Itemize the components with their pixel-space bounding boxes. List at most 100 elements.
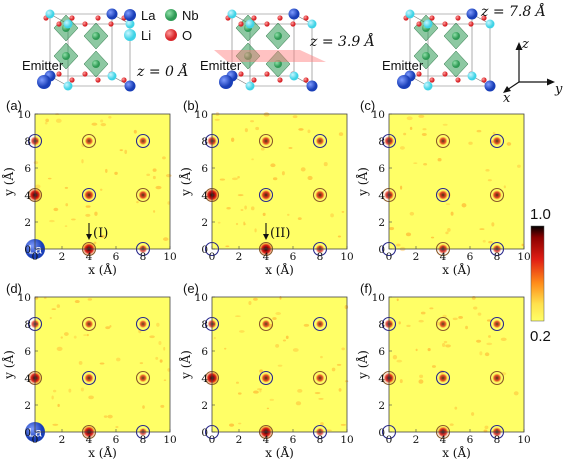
speckle (260, 147, 265, 151)
speckle (406, 116, 413, 121)
peak-mark (138, 190, 148, 200)
peak-mark (438, 319, 448, 329)
colorbar-gradient (530, 225, 545, 322)
x-tick-label: 2 (413, 434, 420, 446)
x-tick-label: 0 (386, 434, 393, 446)
peak-mark (492, 319, 502, 329)
legend-la: La (141, 8, 156, 23)
speckle (476, 129, 482, 133)
speckle (235, 381, 239, 384)
o-atom (416, 71, 422, 77)
speckle (340, 423, 346, 426)
y-tick-label: 0 (24, 427, 31, 439)
x-tick-label: 6 (290, 251, 297, 263)
speckle (213, 336, 216, 340)
speckle (423, 163, 428, 166)
li-atom (125, 19, 135, 29)
y-tick-label: 8 (201, 136, 208, 148)
emitter-label-1: Emitter (22, 58, 64, 73)
x-tick-label: 4 (263, 434, 270, 446)
atom-site-ring (489, 187, 505, 203)
speckle (239, 330, 245, 333)
speckle (107, 414, 113, 419)
y-tick-label: 8 (24, 319, 31, 331)
x-tick-label: 8 (494, 251, 501, 263)
speckle (471, 412, 475, 416)
speckle (257, 388, 263, 391)
speckle (115, 425, 119, 429)
speckle (156, 322, 160, 327)
y-tick-label: 0 (378, 244, 385, 256)
speckle (492, 131, 496, 135)
speckle (87, 298, 93, 301)
speckle (100, 119, 104, 123)
peak-mark (84, 136, 94, 146)
axis-y-label: y (554, 82, 563, 97)
speckle (153, 210, 156, 213)
atom-site-ring (135, 316, 151, 332)
speckle (272, 317, 277, 320)
o-atom (264, 21, 270, 27)
x-tick-label: 6 (113, 251, 120, 263)
speckle (403, 132, 407, 136)
speckle (99, 188, 103, 191)
y-tick-label: 10 (372, 292, 385, 304)
li-atom (63, 81, 73, 91)
speckle (295, 401, 302, 406)
annotation-label: (I) (93, 226, 108, 241)
x-tick-label: 6 (467, 251, 474, 263)
y-tick-label: 4 (378, 190, 385, 202)
o-atom (95, 77, 101, 83)
speckle (57, 403, 60, 407)
speckle (136, 201, 139, 204)
speckle (65, 203, 69, 207)
speckle (429, 307, 434, 310)
atom-site-ring (312, 187, 328, 203)
y-tick-label: 6 (378, 163, 385, 175)
speckle (105, 168, 108, 173)
atom-site-ring (312, 133, 328, 149)
speckle (105, 326, 111, 330)
peak-mark (315, 373, 325, 383)
speckle (486, 319, 492, 322)
li-atom (423, 81, 433, 91)
speckle (506, 142, 512, 146)
speckle (162, 156, 166, 160)
peak-mark (138, 136, 148, 146)
legend-ball-o (165, 29, 177, 41)
speckle (237, 392, 242, 395)
panel-label: (a) (6, 98, 22, 113)
speckle (116, 357, 121, 362)
x-tick-label: 8 (317, 434, 324, 446)
speckle (266, 407, 270, 410)
nb-atom (92, 32, 100, 40)
x-tick-label: 0 (209, 251, 216, 263)
x-axis-label: x (Å) (88, 445, 117, 460)
panel-label: (b) (183, 98, 199, 113)
slice-label-z39: z = 3.9 Å (309, 32, 375, 50)
speckle (152, 175, 156, 180)
o-atom (277, 77, 283, 83)
la-atom (124, 80, 136, 92)
speckle (231, 137, 235, 142)
peak-mark (315, 190, 325, 200)
speckle (99, 234, 105, 238)
x-tick-label: 6 (467, 434, 474, 446)
speckle (149, 335, 155, 339)
y-tick-label: 8 (378, 136, 385, 148)
speckle (477, 312, 482, 316)
y-tick-label: 10 (18, 292, 31, 304)
o-atom (264, 71, 270, 77)
x-tick-label: 10 (163, 251, 176, 263)
peak-mark (438, 190, 448, 200)
speckle (146, 173, 151, 177)
speckle (51, 395, 54, 400)
speckle (396, 359, 403, 363)
speckle (323, 161, 328, 167)
speckle (415, 348, 418, 352)
y-tick-label: 2 (378, 217, 385, 229)
peak-mark (261, 319, 271, 329)
heatmap-panel: (f) 00 2 2 4 4 6 6 8 8 10 10 x (Å) y (Å) (355, 281, 531, 460)
slice-label-z78: z = 7.8 Å (480, 2, 546, 20)
x-tick-label: 0 (32, 251, 39, 263)
